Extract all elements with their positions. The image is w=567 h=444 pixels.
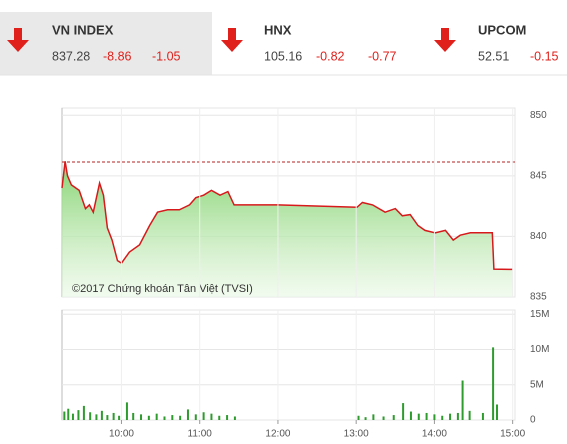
volume-bar: [89, 412, 92, 420]
volume-bar: [95, 414, 98, 420]
volume-bar: [63, 411, 66, 420]
x-tick-label: 13:00: [344, 429, 369, 440]
y-tick-label: 0: [530, 415, 536, 426]
index-percent: -0.77: [368, 49, 397, 63]
down-arrow: [221, 28, 243, 52]
index-value: 837.28: [52, 49, 90, 63]
volume-bar: [226, 415, 229, 420]
volume-bar: [461, 380, 464, 420]
index-percent: -1.05: [152, 49, 181, 63]
y-tick-label: 850: [530, 110, 547, 121]
y-tick-label: 5M: [530, 379, 544, 390]
down-arrow: [7, 28, 29, 52]
y-tick-label: 845: [530, 170, 547, 181]
volume-bar: [425, 412, 428, 420]
volume-bar: [233, 416, 236, 420]
y-tick-label: 840: [530, 231, 547, 242]
active-tab[interactable]: [0, 12, 212, 75]
index-change: -0.15: [530, 49, 559, 63]
volume-bar: [481, 412, 484, 420]
volume-bar: [441, 415, 444, 420]
plot-frame: [61, 309, 516, 421]
volume-bar: [147, 415, 150, 420]
volume-bar: [179, 415, 182, 420]
index-name: VN INDEX: [52, 22, 114, 37]
watermark: ©2017 Chứng khoán Tân Việt (TVSI): [72, 283, 253, 295]
volume-bar: [433, 414, 436, 420]
x-tick-label: 10:00: [109, 429, 134, 440]
volume-bar: [77, 410, 80, 420]
volume-bar: [82, 405, 85, 420]
y-tick-label: 835: [530, 292, 547, 303]
down-arrow: [434, 28, 456, 52]
charts: 835 840 845 850 ©2017 Chứng khoán Tân Việt (…: [61, 107, 549, 440]
index-name: HNX: [264, 22, 292, 37]
volume-bar: [210, 413, 213, 420]
volume-bar: [382, 416, 385, 420]
index-change: -8.86: [103, 49, 132, 63]
volume-bar: [163, 416, 166, 420]
volume-bar: [71, 413, 74, 420]
volume-bar: [171, 415, 174, 420]
volume-bar: [112, 412, 115, 420]
index-name: UPCOM: [478, 22, 526, 37]
price-line: [61, 161, 513, 271]
x-tick-label: 11:00: [188, 429, 213, 440]
volume-bar: [456, 412, 459, 420]
volume-bar: [202, 412, 205, 420]
volume-bar: [132, 412, 135, 420]
index-change: -0.82: [316, 49, 345, 63]
volume-bar: [100, 410, 103, 420]
volume-bar: [106, 415, 109, 420]
volume-bar: [186, 409, 189, 420]
volume-bar: [364, 417, 367, 420]
volume-bar: [496, 404, 499, 420]
volume-bar: [392, 415, 395, 420]
volume-bar: [409, 411, 412, 420]
volume-bar: [194, 414, 197, 420]
index-value: 105.16: [264, 49, 302, 63]
volume-bar: [417, 413, 420, 420]
y-tick-label: 10M: [530, 344, 549, 355]
volume-bar: [357, 415, 360, 420]
x-tick-label: 15:00: [500, 429, 525, 440]
x-tick-label: 14:00: [422, 429, 447, 440]
volume-bar: [118, 415, 121, 420]
volume-bar: [449, 413, 452, 420]
volume-bar: [155, 413, 158, 420]
volume-bar: [140, 414, 143, 420]
y-tick-label: 15M: [530, 309, 549, 320]
volume-bar: [468, 410, 471, 420]
volume-bar: [492, 347, 495, 420]
price-area: [62, 161, 513, 297]
volume-bar: [125, 402, 128, 420]
x-tick-label: 12:00: [265, 429, 290, 440]
index-value: 52.51: [478, 49, 509, 63]
volume-bar: [372, 414, 375, 420]
volume-bar: [218, 415, 221, 420]
volume-bar: [402, 403, 405, 420]
volume-bar: [67, 408, 70, 420]
